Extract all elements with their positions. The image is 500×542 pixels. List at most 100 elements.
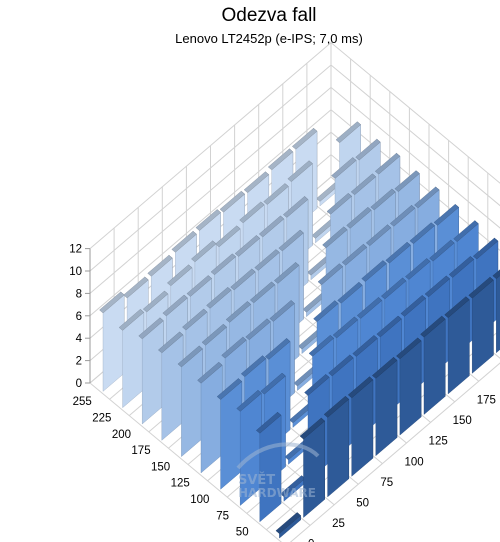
bar-top [225,301,252,323]
bar-front [496,275,500,354]
bar [157,331,184,441]
bar-top [468,276,494,299]
bar-top [317,263,344,286]
bar-front [181,348,203,458]
bar-top [255,411,282,434]
bar-top [472,237,499,260]
bar-top [394,170,420,192]
bar [323,395,350,498]
row-axis-label: 75 [216,510,229,522]
bar-top [326,193,353,215]
bar-top [370,188,396,211]
bar-top [234,235,261,257]
bar-top [230,268,256,291]
row-axis-label: 255 [73,396,92,408]
bar [468,276,494,374]
bar-top [236,390,262,412]
chart-title: Odezva fall [221,5,316,26]
bar-top [380,277,407,300]
bar-top [216,378,243,400]
bar-top [335,121,362,144]
bar-top [166,264,193,287]
bar-top [352,335,378,357]
bar-top [147,254,173,277]
z-tick-label: 12 [69,244,82,256]
bar-top [424,275,451,298]
bar-top [291,127,318,150]
row-axis-label: 225 [92,412,111,424]
bar-top [182,308,208,331]
bar-top [492,269,500,280]
bar-top [201,323,228,346]
bar-top [240,355,267,377]
bar [118,308,145,409]
bar-top [355,138,381,161]
bar-top [278,229,304,252]
bar-top [267,148,294,171]
bar-top [157,331,184,354]
bar [347,376,374,477]
bar-top [365,224,392,247]
bar-front [200,364,223,474]
bar-top [346,207,372,229]
z-tick-label: 0 [76,378,82,390]
bar-top [322,226,348,249]
bar-top [171,230,197,253]
row-axis-label: 100 [190,494,209,506]
bar-top [337,281,363,304]
bar-top [323,396,350,418]
bar-top [313,300,339,322]
bar-top [429,239,455,262]
bar [371,356,398,457]
col-axis-label: 100 [404,456,423,468]
bar-top [376,315,402,338]
bar-top [350,173,377,196]
bar-top [287,160,313,182]
bar-top [282,196,309,218]
row-axis-label: 150 [151,461,170,473]
bar [492,269,500,354]
bar-top [414,186,440,209]
col-axis-label: 25 [332,518,345,530]
watermark-logo: SVĚT HARDWARE [236,442,320,500]
bar-top [123,276,149,299]
bar-top [304,374,330,396]
bar-top [453,220,479,242]
z-tick-label: 6 [76,311,82,323]
z-tick-label: 8 [76,288,82,300]
row-axis-label: 125 [171,478,190,490]
col-axis-label: 175 [477,395,496,407]
bar [255,411,282,523]
col-axis-label: 0 [308,539,314,542]
bar [396,337,422,436]
bar-top [118,309,145,331]
z-tick-label: 4 [76,333,83,345]
bar-top [405,258,431,280]
bar-top [332,316,359,339]
bar-top [239,201,265,224]
bar-top [221,336,247,359]
bar [299,417,326,518]
watermark-text-1: SVĚT [238,472,275,488]
chart-subtitle: Lenovo LT2452p (e-IPS; 7,0 ms) [175,31,363,46]
row-axis-label: 175 [131,445,150,457]
axis-ticks: 0246810122552252001751501251007550250255… [69,244,496,542]
bar-top [409,222,435,244]
bar-top [263,183,289,205]
bar-top [361,260,387,282]
bar-top [444,296,470,318]
bar [236,389,262,506]
bar-top [142,290,169,313]
bar-top [396,337,422,360]
bar-top [328,354,354,377]
bar-top [389,205,416,227]
bar-front [161,334,184,441]
bar-top [195,209,221,231]
bar-top [299,417,326,440]
bar-top [215,225,241,248]
bar [420,315,446,415]
bar-top [371,357,398,379]
bar-top [245,318,271,341]
watermark-text-2: HARDWARE [238,486,316,500]
bar-top [400,295,426,317]
